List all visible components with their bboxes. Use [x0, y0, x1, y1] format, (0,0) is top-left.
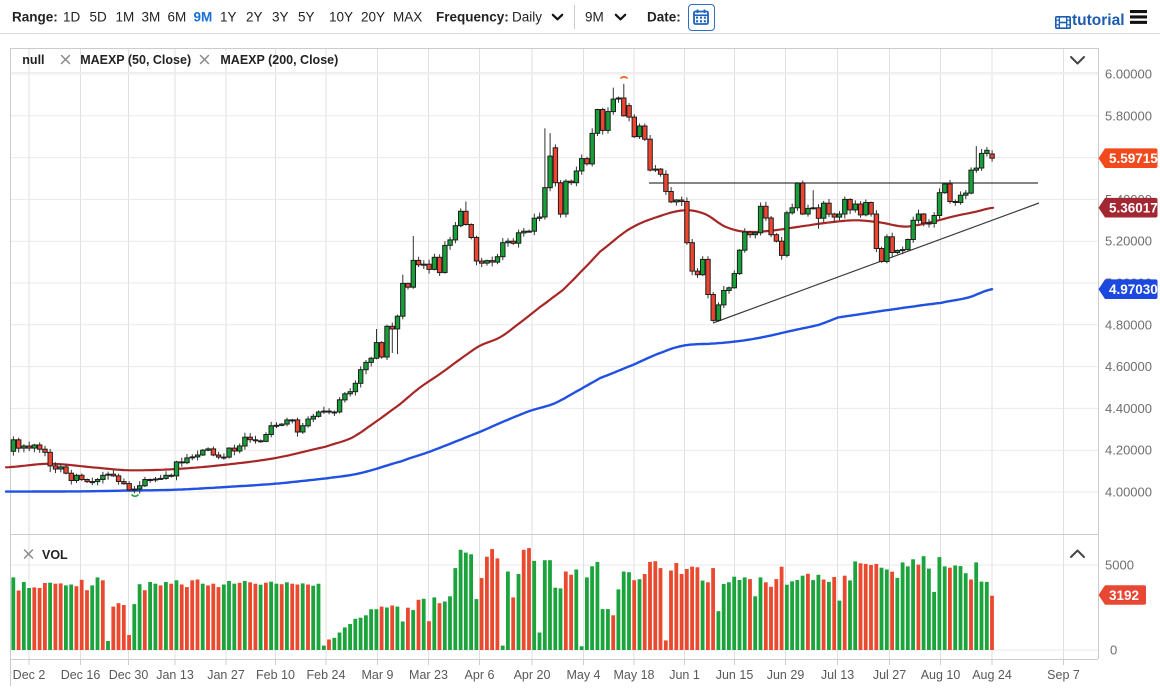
svg-text:MAEXP (200, Close): MAEXP (200, Close): [220, 53, 338, 67]
svg-text:0: 0: [1110, 643, 1117, 658]
svg-text:null: null: [22, 53, 44, 67]
svg-text:May 4: May 4: [566, 668, 600, 682]
svg-text:Apr 6: Apr 6: [465, 668, 495, 682]
svg-text:Aug 10: Aug 10: [921, 668, 961, 682]
svg-text:Jan 13: Jan 13: [156, 668, 194, 682]
svg-text:Jun 15: Jun 15: [716, 668, 754, 682]
svg-text:Feb 24: Feb 24: [307, 668, 346, 682]
svg-text:VOL: VOL: [42, 548, 68, 562]
svg-text:Jun 29: Jun 29: [767, 668, 805, 682]
svg-text:4.80000: 4.80000: [1105, 317, 1152, 332]
svg-text:4.40000: 4.40000: [1105, 401, 1152, 416]
svg-text:Mar 9: Mar 9: [362, 668, 394, 682]
svg-text:MAEXP (50, Close): MAEXP (50, Close): [80, 53, 191, 67]
svg-text:5.20000: 5.20000: [1105, 234, 1152, 249]
svg-text:Apr 20: Apr 20: [514, 668, 551, 682]
svg-text:5000: 5000: [1105, 558, 1134, 573]
svg-text:3192: 3192: [1109, 588, 1139, 603]
svg-text:Dec 30: Dec 30: [109, 668, 149, 682]
svg-text:Jul 27: Jul 27: [873, 668, 906, 682]
svg-text:Dec 2: Dec 2: [13, 668, 46, 682]
svg-text:Jul 13: Jul 13: [821, 668, 854, 682]
svg-text:4.20000: 4.20000: [1105, 443, 1152, 458]
svg-text:Mar 23: Mar 23: [409, 668, 448, 682]
svg-text:5.80000: 5.80000: [1105, 108, 1152, 123]
svg-text:4.97030: 4.97030: [1109, 282, 1158, 297]
svg-text:5.36017: 5.36017: [1109, 201, 1158, 216]
svg-text:5.59715: 5.59715: [1109, 151, 1158, 166]
svg-text:May 18: May 18: [614, 668, 655, 682]
svg-text:6.00000: 6.00000: [1105, 67, 1152, 82]
svg-text:Dec 16: Dec 16: [61, 668, 101, 682]
svg-text:Sep 7: Sep 7: [1047, 668, 1080, 682]
svg-text:Aug 24: Aug 24: [972, 668, 1012, 682]
svg-text:Feb 10: Feb 10: [256, 668, 295, 682]
svg-text:Jan 27: Jan 27: [207, 668, 245, 682]
svg-text:4.60000: 4.60000: [1105, 359, 1152, 374]
svg-text:4.00000: 4.00000: [1105, 485, 1152, 500]
svg-text:Jun 1: Jun 1: [669, 668, 700, 682]
